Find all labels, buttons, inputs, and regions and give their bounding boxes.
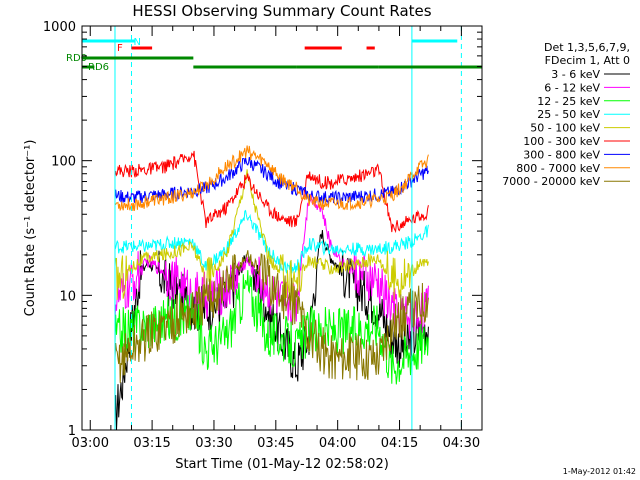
x-tick-label: 03:30 — [195, 436, 232, 451]
legend-label-7: 800 - 7000 keV — [516, 162, 600, 175]
series-line-3 — [114, 209, 429, 274]
x-tick-label: 03:15 — [133, 436, 170, 451]
chart-title: HESSI Observing Summary Count Rates — [132, 2, 431, 20]
n-label: N — [134, 37, 141, 48]
y-axis-ticks: 1 10 100 1000 — [43, 20, 482, 439]
series-line-8 — [114, 250, 429, 383]
f-label: F — [117, 43, 123, 54]
legend-label-0: 3 - 6 keV — [551, 68, 600, 81]
plot-frame — [81, 25, 483, 431]
legend-label-8: 7000 - 20000 keV — [502, 175, 600, 188]
y-tick-label: 100 — [51, 155, 76, 170]
y-tick-label: 10 — [59, 289, 76, 304]
legend-label-5: 100 - 300 keV — [523, 135, 600, 148]
series-line-7 — [114, 145, 429, 212]
legend-header-line-2: FDecim 1, Att 0 — [545, 54, 630, 67]
x-tick-label: 04:15 — [381, 436, 418, 451]
legend-label-1: 6 - 12 keV — [544, 81, 600, 94]
y-tick-label: 1 — [68, 424, 76, 439]
rd0-label: RD0 — [66, 53, 87, 64]
legend-label-3: 25 - 50 keV — [537, 108, 600, 121]
legend-label-2: 12 - 25 keV — [537, 95, 600, 108]
x-tick-label: 04:30 — [443, 436, 480, 451]
x-axis-label: Start Time (01-May-12 02:58:02) — [175, 457, 389, 472]
legend-header-line-1: Det 1,3,5,6,7,9, — [544, 41, 630, 54]
legend: Det 1,3,5,6,7,9, FDecim 1, Att 0 3 - 6 k… — [502, 41, 630, 188]
y-tick-label: 1000 — [43, 20, 76, 35]
series-line-5 — [114, 150, 429, 234]
x-tick-label: 03:00 — [72, 436, 109, 451]
rd6-label: RD6 — [88, 62, 109, 73]
legend-label-6: 300 - 800 keV — [523, 148, 600, 161]
legend-label-4: 50 - 100 keV — [530, 122, 600, 135]
x-axis-ticks: 03:00 03:15 03:30 03:45 04:00 04:15 04:30 — [72, 26, 483, 451]
timestamp: 1-May-2012 01:42 — [563, 467, 636, 476]
x-tick-label: 03:45 — [257, 436, 294, 451]
y-axis-label: Count Rate (s⁻¹ detector⁻¹) — [23, 140, 38, 317]
x-tick-label: 04:00 — [319, 436, 356, 451]
series-line-4 — [114, 169, 429, 304]
